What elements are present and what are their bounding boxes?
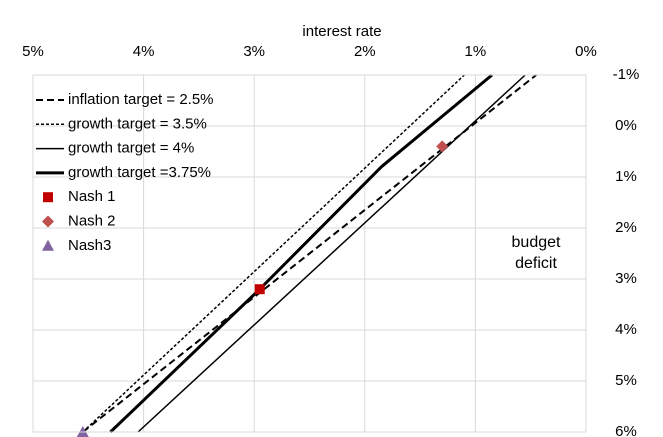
x-axis-label: interest rate bbox=[302, 23, 381, 40]
series-line bbox=[137, 74, 526, 433]
legend-marker bbox=[43, 192, 53, 203]
legend-label: growth target = 3.5% bbox=[68, 115, 207, 132]
y-tick-label: 1% bbox=[615, 168, 637, 185]
plot-border bbox=[32, 74, 587, 433]
y-tick-label: 0% bbox=[615, 117, 637, 134]
y-tick-label: -1% bbox=[613, 66, 640, 83]
series-line bbox=[82, 74, 465, 433]
legend-label: growth target = 4% bbox=[68, 140, 194, 157]
series-line bbox=[109, 73, 493, 434]
legend-label: Nash 1 bbox=[68, 188, 116, 205]
legend-label: inflation target = 2.5% bbox=[68, 91, 214, 108]
x-tick-label: 1% bbox=[465, 43, 487, 60]
legend-marker bbox=[42, 215, 54, 228]
y-tick-label: 6% bbox=[615, 423, 637, 437]
y-tick-label: 5% bbox=[615, 372, 637, 389]
y-tick-label: 2% bbox=[615, 219, 637, 236]
x-tick-label: 4% bbox=[133, 43, 155, 60]
legend-label: Nash3 bbox=[68, 237, 111, 254]
data-point bbox=[436, 140, 449, 153]
x-tick-label: 0% bbox=[575, 43, 597, 60]
series-line bbox=[82, 74, 537, 433]
data-point bbox=[254, 284, 265, 295]
y-tick-label: 4% bbox=[615, 321, 637, 338]
annotation: budget deficit bbox=[511, 234, 561, 272]
x-tick-label: 2% bbox=[354, 43, 376, 60]
legend-label: Nash 2 bbox=[68, 212, 116, 229]
x-tick-label: 5% bbox=[22, 43, 44, 60]
x-tick-label: 3% bbox=[243, 43, 265, 60]
y-tick-label: 3% bbox=[615, 270, 637, 287]
legend-marker bbox=[42, 239, 54, 251]
legend-label: growth target =3.75% bbox=[68, 164, 211, 181]
